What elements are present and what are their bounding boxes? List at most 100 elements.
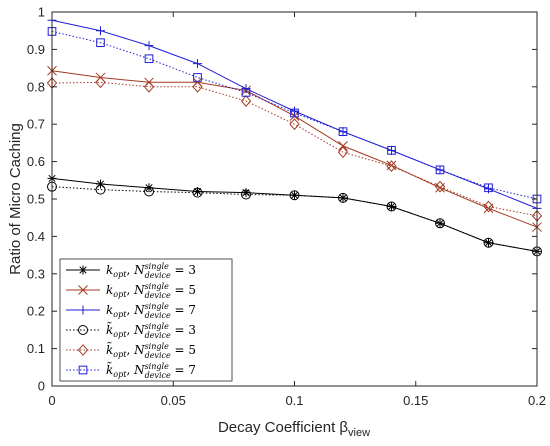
legend-n: N (133, 363, 145, 377)
legend-comma: , (126, 343, 134, 357)
x-tick-label: 0.2 (528, 393, 546, 408)
data-point-circle (435, 218, 445, 229)
legend-n: N (133, 323, 145, 337)
legend-equals: = 7 (171, 303, 196, 317)
y-tick-label: 0.4 (27, 229, 45, 244)
data-point-square (435, 165, 445, 175)
legend-n-subscript: device (145, 371, 171, 380)
legend-n-superscript: single (145, 262, 169, 271)
data-point-diamond (77, 344, 89, 356)
legend-k-subscript: opt (113, 370, 127, 379)
series-4 (47, 181, 542, 257)
data-point-square (193, 73, 202, 82)
y-axis: 0 0.1 0.2 0.3 0.4 0.5 0.6 0.7 0.8 0.9 1 (27, 5, 537, 394)
data-point-square (484, 183, 493, 193)
data-point-diamond (240, 95, 252, 107)
data-point-plus (144, 41, 154, 51)
x-tick-label: 0.05 (161, 393, 186, 408)
legend-n-subscript: device (145, 351, 171, 360)
data-point-plus (78, 305, 88, 315)
data-point-diamond (143, 80, 155, 93)
legend-k-subscript: opt (113, 270, 127, 279)
legend-n: N (133, 263, 145, 277)
data-point-circle (95, 184, 106, 195)
legend-k-subscript: opt (113, 290, 127, 299)
legend-n: N (133, 303, 145, 317)
legend-equals: = 7 (171, 363, 196, 377)
y-tick-label: 0.8 (27, 79, 45, 94)
data-point-diamond (95, 76, 106, 89)
legend-n-subscript: device (145, 271, 171, 280)
x-tick-label: 0 (48, 393, 55, 408)
series-6 (47, 27, 542, 204)
legend-n-superscript: single (145, 302, 169, 311)
legend-item: kopt, Nsingle device = 7 (66, 302, 196, 320)
legend-k: k̃ (106, 321, 113, 337)
y-tick-label: 0.7 (27, 117, 45, 132)
data-point-asterisk (78, 265, 88, 275)
legend-item: kopt, Nsingle device = 5 (66, 282, 196, 300)
legend-equals: = 5 (171, 283, 196, 297)
y-tick-label: 0.5 (27, 192, 45, 207)
legend-item: k̃opt, Nsingle device = 5 (66, 341, 196, 360)
data-point-circle (386, 201, 397, 212)
x-tick-label: 0.1 (285, 393, 303, 408)
data-point-asterisk (144, 183, 154, 193)
y-tick-label: 0.1 (27, 341, 45, 356)
legend-label: kopt, Nsingle device = 3 (106, 262, 196, 280)
y-tick-label: 0.2 (27, 304, 45, 319)
data-point-diamond (192, 80, 203, 93)
data-point-square (78, 365, 88, 375)
data-point-circle (483, 237, 494, 248)
series-5 (46, 76, 543, 222)
legend-n: N (133, 343, 145, 357)
legend-n-subscript: device (145, 331, 171, 340)
legend-k: k̃ (106, 361, 113, 377)
data-point-square (387, 146, 396, 155)
legend-item: k̃opt, Nsingle device = 3 (66, 321, 196, 340)
data-point-x (289, 111, 300, 121)
data-point-plus (96, 26, 105, 36)
data-point-plus (290, 106, 299, 116)
legend-equals: = 5 (171, 343, 196, 357)
legend-equals: = 3 (171, 263, 196, 277)
x-axis-title-main: Decay Coefficient β (218, 419, 348, 436)
data-point-diamond (434, 180, 446, 193)
data-point-x (78, 285, 88, 295)
legend-comma: , (126, 303, 134, 317)
data-point-diamond (483, 200, 494, 213)
data-point-asterisk (484, 238, 493, 248)
y-tick-label: 1 (38, 5, 45, 20)
data-point-plus (387, 145, 396, 155)
data-point-plus (193, 59, 202, 69)
legend-k-subscript: opt (113, 350, 127, 359)
legend-k-subscript: opt (113, 310, 127, 319)
legend-equals: = 3 (171, 323, 196, 337)
data-point-square (338, 127, 348, 137)
x-axis: 0 0.05 0.1 0.15 0.2 (48, 12, 546, 408)
legend-item: k̃opt, Nsingle device = 7 (66, 361, 196, 380)
y-tick-label: 0.3 (27, 266, 45, 281)
legend-box (59, 258, 233, 382)
series-line (51, 81, 538, 217)
legend-k: k̃ (106, 341, 113, 357)
legend-label: kopt, Nsingle device = 7 (106, 302, 196, 320)
y-tick-label: 0.9 (27, 42, 45, 57)
data-point-circle (338, 192, 348, 203)
legend-n-superscript: single (145, 362, 169, 371)
y-axis-title-text: Ratio of Micro Caching (7, 123, 24, 275)
y-axis-title: Ratio of Micro Caching (7, 123, 24, 275)
data-point-asterisk (96, 179, 105, 189)
legend-n-superscript: single (145, 342, 169, 351)
legend-item: kopt, Nsingle device = 3 (66, 262, 196, 280)
data-point-circle (289, 190, 300, 201)
series-line (51, 186, 538, 252)
legend-k: k (106, 283, 113, 297)
data-point-diamond (337, 146, 349, 159)
data-point-square (144, 54, 154, 64)
data-point-x (338, 141, 348, 151)
legend-k: k (106, 263, 113, 277)
series-line (51, 30, 538, 200)
